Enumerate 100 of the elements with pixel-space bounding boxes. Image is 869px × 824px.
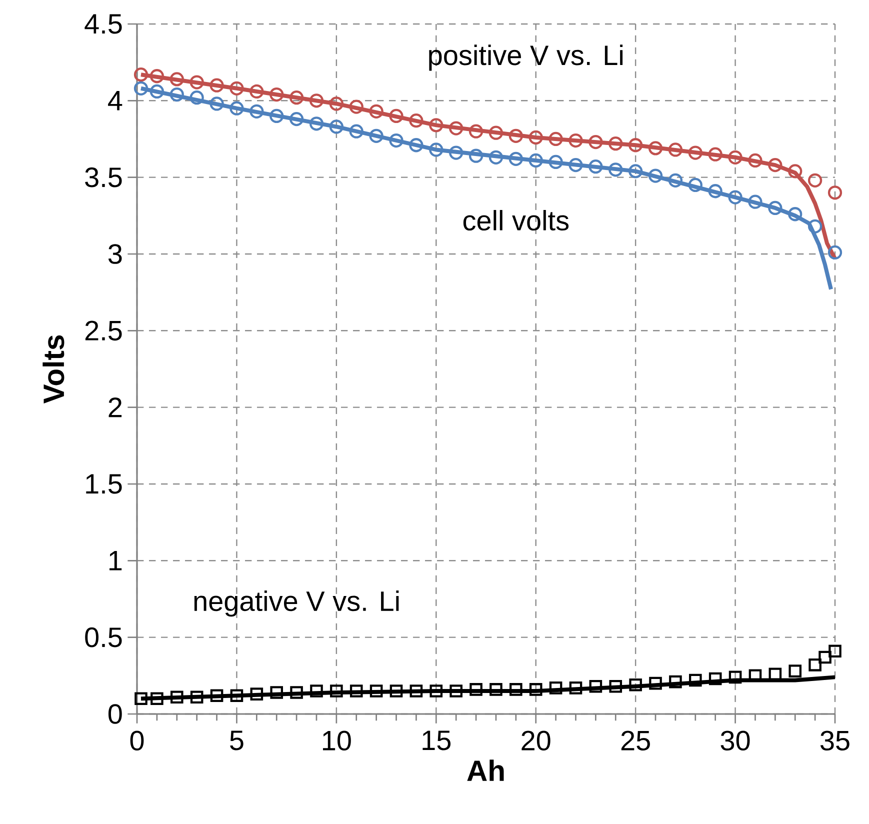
point [390, 684, 403, 698]
point [190, 90, 204, 105]
point [708, 672, 722, 686]
point [210, 78, 224, 92]
point [350, 684, 363, 698]
x-tick-label: 30 [720, 730, 750, 751]
point [370, 684, 383, 698]
point [349, 124, 364, 138]
point [629, 678, 642, 692]
point [470, 683, 482, 696]
point [170, 690, 184, 704]
y-tick-label: 2.5 [85, 320, 122, 341]
point [788, 164, 802, 178]
point [808, 658, 822, 672]
point [508, 128, 523, 143]
y-tick-label: 4.5 [84, 14, 122, 34]
point [490, 683, 502, 696]
point [588, 160, 603, 174]
point [648, 168, 663, 183]
point [134, 81, 148, 96]
point [270, 108, 284, 124]
point [548, 132, 563, 146]
point [289, 112, 304, 126]
x-tick-label: 0 [130, 730, 144, 751]
point [289, 90, 304, 105]
point [468, 148, 484, 163]
x-tick-label: 25 [621, 730, 650, 751]
point [134, 68, 148, 82]
x-axis-title: Ah [467, 760, 504, 781]
point [134, 692, 148, 706]
point [389, 108, 404, 124]
point [768, 158, 782, 172]
point [449, 121, 464, 136]
point [409, 114, 424, 128]
y-axis-title: Volts [42, 335, 64, 404]
point [510, 683, 522, 696]
point [468, 124, 484, 138]
point [609, 680, 622, 693]
point [270, 87, 284, 102]
point [290, 686, 303, 699]
point [270, 686, 284, 699]
point [549, 682, 562, 694]
y-tick-label: 2 [108, 398, 122, 418]
point [648, 141, 663, 156]
point [828, 644, 842, 658]
point [528, 153, 543, 168]
point [230, 101, 244, 116]
point [150, 69, 164, 84]
point [788, 207, 802, 222]
point [488, 150, 504, 164]
point [668, 173, 683, 188]
point [150, 692, 164, 706]
point [668, 142, 683, 157]
point [589, 680, 602, 693]
point [330, 684, 343, 698]
y-tick-label: 4 [108, 91, 122, 110]
point [568, 158, 583, 172]
point [608, 136, 623, 151]
x-tick-label: 20 [522, 730, 550, 751]
point [828, 245, 842, 260]
point [170, 87, 184, 102]
point [808, 173, 822, 188]
point [628, 164, 643, 178]
point [250, 104, 264, 118]
x-tick-label: 5 [230, 730, 244, 750]
point [568, 133, 583, 148]
point [170, 72, 184, 86]
point [329, 120, 344, 134]
point [788, 664, 802, 678]
point [529, 683, 542, 696]
point [150, 84, 164, 99]
y-tick-label: 0 [108, 704, 122, 724]
point [429, 118, 444, 132]
point [748, 194, 762, 209]
point [818, 650, 832, 664]
point [608, 162, 623, 177]
y-tick-label: 0.5 [85, 627, 122, 648]
y-tick-label: 3.5 [85, 167, 122, 188]
point [449, 146, 464, 160]
point [548, 154, 563, 170]
point [309, 94, 324, 108]
series-label: positive V vs. Li [429, 44, 623, 71]
point [528, 130, 543, 145]
point [409, 138, 424, 152]
point [768, 200, 782, 216]
point [349, 100, 364, 114]
point [230, 689, 244, 702]
point [369, 128, 384, 143]
point [329, 96, 344, 111]
point [230, 81, 244, 96]
point [728, 190, 742, 204]
x-tick-label: 35 [820, 730, 850, 751]
point [309, 116, 324, 131]
point [190, 75, 204, 90]
point [488, 126, 504, 140]
point [250, 84, 264, 99]
point [190, 690, 204, 704]
point [369, 104, 384, 118]
point [669, 675, 682, 688]
point [808, 219, 822, 234]
